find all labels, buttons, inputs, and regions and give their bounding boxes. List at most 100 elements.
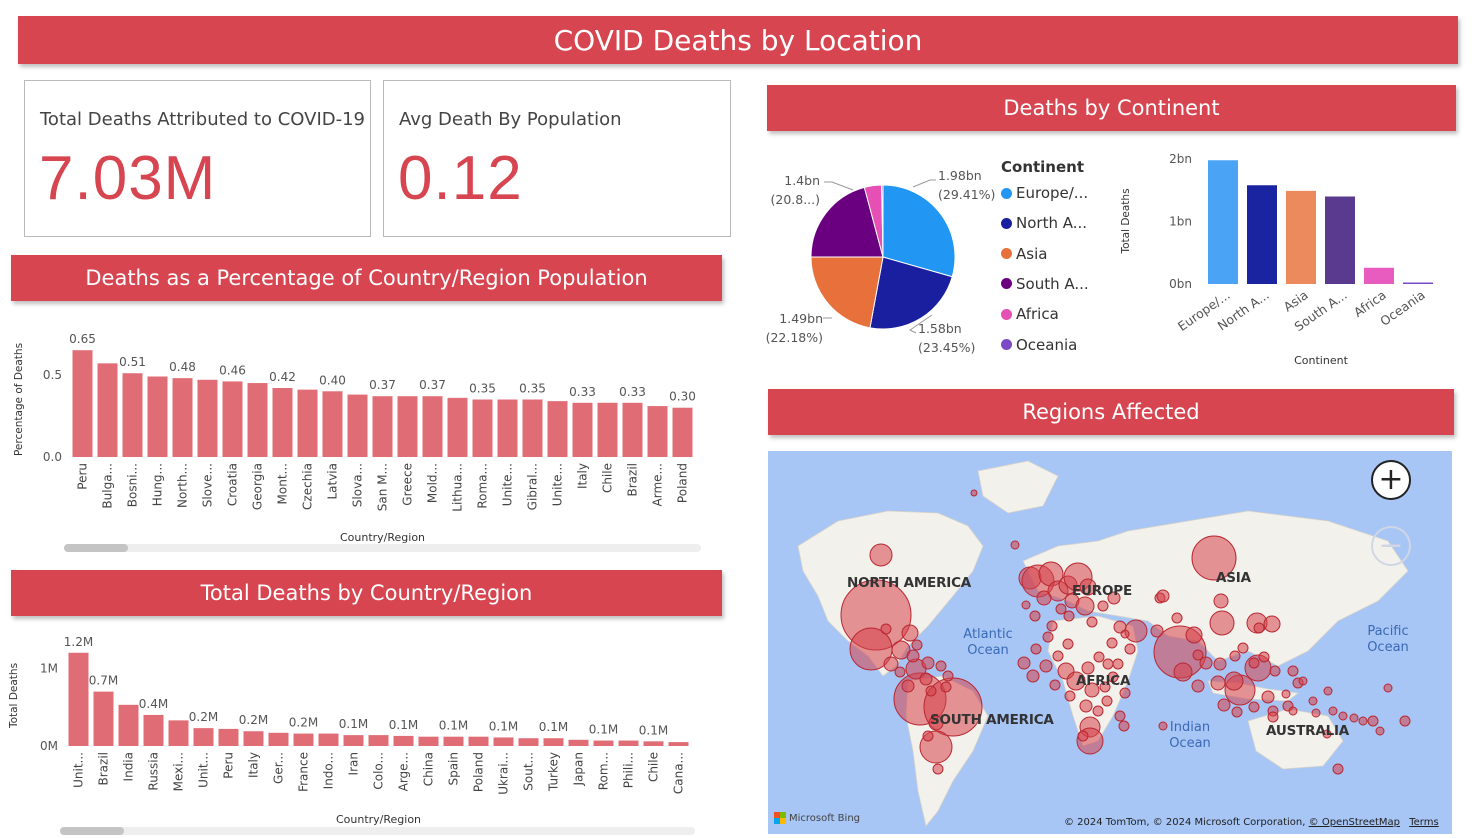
percent-chart-scroll-thumb[interactable] xyxy=(64,544,128,552)
bar xyxy=(497,399,518,457)
percent-chart-title-banner: Deaths as a Percentage of Country/Region… xyxy=(11,255,722,301)
data-label: 0.1M xyxy=(389,718,418,732)
regions-map[interactable]: NORTH AMERICA SOUTH AMERICA EUROPE AFRIC… xyxy=(768,451,1452,834)
map-bubble xyxy=(1308,696,1318,706)
continent-bar xyxy=(1364,267,1394,284)
bar xyxy=(122,373,143,457)
map-bubble xyxy=(894,666,906,678)
zoom-in-button[interactable]: + xyxy=(1371,460,1411,500)
x-tick-label: Mold... xyxy=(426,463,440,503)
total-deaths-bar-chart[interactable]: 1M 0M 1.2M Unit... 0.7M Brazil India 0.4M Russia… xyxy=(0,630,740,830)
osm-link[interactable]: © OpenStreetMap xyxy=(1308,817,1401,828)
data-label: 0.48 xyxy=(169,360,196,374)
map-bubble xyxy=(1010,540,1020,550)
legend-item[interactable]: South A... xyxy=(1001,275,1089,293)
map-bubble xyxy=(1106,637,1118,649)
map-bubble xyxy=(1075,596,1095,616)
map-bubble xyxy=(1287,665,1299,677)
map-bubble xyxy=(1156,589,1170,603)
continent-pie-chart[interactable]: 1.98bn (29.41%) 1.58bn (23.45%) 1.49bn (22.18… xyxy=(760,150,1000,370)
map-bubble xyxy=(919,672,933,686)
microsoft-logo-icon xyxy=(774,812,786,824)
data-label: 0.2M xyxy=(239,713,268,727)
avg-death-label: Avg Death By Population xyxy=(399,109,622,130)
legend-item[interactable]: Oceania xyxy=(1001,336,1077,354)
pie-slice xyxy=(810,186,884,258)
legend-item[interactable]: North A... xyxy=(1001,214,1087,232)
x-tick-label: Iran xyxy=(347,752,361,775)
attribution-text: © 2024 TomTom, © 2024 Microsoft Corporat… xyxy=(1064,817,1306,828)
bar xyxy=(643,741,664,746)
x-axis-title: Continent xyxy=(1294,354,1348,367)
bar xyxy=(622,402,643,457)
continent-title: Deaths by Continent xyxy=(1003,96,1220,120)
pie-leader-line xyxy=(912,179,936,188)
x-tick-label: Ukrai... xyxy=(497,752,511,795)
total-chart-scrollbar[interactable] xyxy=(60,827,695,835)
map-bubble xyxy=(1150,624,1164,638)
x-tick-label: China xyxy=(422,752,436,786)
x-tick-label: North... xyxy=(176,463,190,508)
x-tick-label: Ger... xyxy=(272,752,286,784)
zoom-out-button[interactable]: − xyxy=(1371,526,1411,566)
bar xyxy=(68,652,89,746)
x-tick-label: Chile xyxy=(647,752,661,782)
x-tick-label: Unite... xyxy=(501,463,515,506)
legend-item[interactable]: Europe/... xyxy=(1001,184,1088,202)
map-bubble xyxy=(1224,671,1244,691)
map-bubble xyxy=(1375,726,1385,736)
pie-slice xyxy=(882,184,956,278)
label-pacific-ocean: Pacific Ocean xyxy=(1367,624,1409,655)
x-tick-label: Italy xyxy=(247,752,261,778)
percent-chart-scrollbar[interactable] xyxy=(64,544,701,552)
map-bubble xyxy=(891,640,911,660)
legend-item[interactable]: Asia xyxy=(1001,245,1047,263)
pie-leader-line xyxy=(824,181,854,191)
legend-swatch xyxy=(1001,187,1012,199)
continent-title-banner: Deaths by Continent xyxy=(767,85,1456,131)
terms-link[interactable]: Terms xyxy=(1409,817,1439,828)
x-tick-label: Oceania xyxy=(1377,287,1427,329)
data-label: 0.7M xyxy=(89,674,118,688)
total-deaths-card[interactable]: Total Deaths Attributed to COVID-19 7.03… xyxy=(24,80,371,237)
pie-value-label: 1.98bn xyxy=(938,168,982,183)
map-bubble xyxy=(1079,699,1093,713)
map-bubble xyxy=(1171,612,1183,624)
bar xyxy=(268,732,289,746)
map-bubble xyxy=(1092,705,1104,717)
map-bubble xyxy=(1063,610,1075,622)
data-label: 0.2M xyxy=(189,710,218,724)
map-bubble xyxy=(1269,665,1281,677)
map-bubble xyxy=(1328,706,1338,716)
total-chart-scroll-thumb[interactable] xyxy=(60,827,124,835)
map-bubble xyxy=(932,763,944,775)
continent-bar xyxy=(1325,196,1355,284)
map-bubble xyxy=(1332,763,1344,775)
avg-death-card[interactable]: Avg Death By Population 0.12 xyxy=(383,80,731,237)
legend-swatch xyxy=(1001,308,1012,320)
data-label: 0.46 xyxy=(219,363,246,377)
x-tick-label: Gibral... xyxy=(526,463,540,510)
x-tick-label: France xyxy=(297,752,311,792)
map-bubble xyxy=(1383,683,1393,693)
map-bubble xyxy=(1213,657,1227,671)
continent-bar xyxy=(1208,160,1238,284)
map-bubble xyxy=(1101,695,1113,707)
label-africa: AFRICA xyxy=(1076,673,1131,689)
x-tick-label: Mexi... xyxy=(172,752,186,791)
x-tick-label: Greece xyxy=(401,463,415,506)
x-tick-label: Hung... xyxy=(151,463,165,506)
map-attribution: © 2024 TomTom, © 2024 Microsoft Corporat… xyxy=(1064,817,1439,828)
x-tick-label: Brazil xyxy=(626,463,640,497)
x-tick-label: Bulga... xyxy=(101,463,115,509)
map-bubble xyxy=(1086,616,1098,628)
map-bubble xyxy=(922,730,934,742)
map-bubble xyxy=(1042,631,1054,643)
pie-percent-label: (20.8...) xyxy=(770,192,820,207)
map-bubble xyxy=(1261,690,1275,704)
data-label: 0.30 xyxy=(669,390,696,404)
map-bubble xyxy=(1281,689,1291,699)
legend-item[interactable]: Africa xyxy=(1001,305,1059,323)
percent-bar-chart[interactable]: 0.5 0.0 0.65 Peru Bulga... 0.51 Bosni... Hung..… xyxy=(0,318,740,558)
